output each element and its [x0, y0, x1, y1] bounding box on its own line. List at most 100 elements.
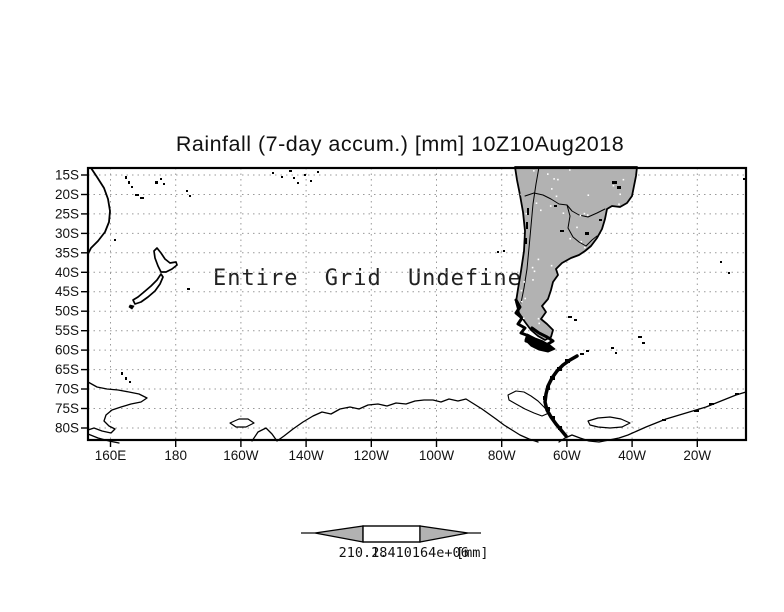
border-east [566, 204, 587, 247]
island-speck [568, 316, 572, 318]
y-tick-label: 30S [55, 226, 79, 241]
speckle [582, 320, 585, 323]
speckle [535, 202, 538, 204]
colorbar: 210.182.410164e+06[mm] [301, 525, 489, 561]
border-andes [520, 166, 540, 304]
y-tick-label: 65S [55, 362, 79, 377]
speckle [533, 270, 536, 273]
island-speck [694, 410, 699, 412]
speckle [521, 300, 523, 303]
y-tick-label: 25S [55, 206, 79, 221]
y-tick-label: 70S [55, 382, 79, 397]
island-speck [121, 372, 123, 375]
axes-layer: 160E 180 160W 140W 120W 100W 80W 60W 40W 20W 15S 20… [55, 166, 748, 463]
speckle [515, 269, 516, 271]
peninsula-west-shelf [507, 390, 550, 417]
colorbar-min-label: 210.18 [339, 545, 388, 561]
speckle [610, 281, 612, 284]
island-speck [527, 208, 529, 215]
speckle [533, 170, 535, 172]
island-speck [526, 222, 528, 229]
stewart-island [128, 304, 135, 310]
y-tick-label: 15S [55, 168, 79, 183]
plot-title: Rainfall (7-day accum.) [mm] 10Z10Aug201… [175, 132, 625, 156]
ross-shelf-loop [229, 418, 255, 428]
y-tick-label: 20S [55, 187, 79, 202]
speckle [622, 178, 625, 181]
island-speck [163, 183, 165, 185]
island-speck [114, 239, 116, 241]
island-speck [525, 238, 527, 244]
island-speck [293, 177, 295, 179]
speckle [587, 194, 590, 196]
island-speck [128, 181, 130, 184]
speckle [602, 326, 604, 328]
speckle [540, 209, 542, 212]
island-speck [546, 386, 550, 390]
island-speck [543, 396, 547, 400]
speckle [551, 188, 553, 190]
speckle [613, 208, 616, 210]
island-speck [550, 376, 555, 380]
x-tick-label: 100W [419, 448, 455, 463]
x-tick-label: 80W [488, 448, 516, 463]
speckle [557, 178, 559, 181]
island-speck [160, 178, 162, 180]
new-zealand-south-island [132, 273, 164, 305]
island-speck [186, 190, 188, 192]
island-speck [304, 174, 306, 176]
island-speck [580, 353, 584, 355]
y-tick-label: 40S [55, 265, 79, 280]
speckle [548, 320, 550, 323]
speckle [547, 173, 549, 175]
speckle [522, 317, 525, 320]
island-speck [189, 195, 191, 197]
antarctica-coast-to-edge [87, 433, 120, 444]
y-tick-label: 75S [55, 401, 79, 416]
speckle [569, 169, 571, 171]
island-speck [586, 350, 589, 352]
speckle [612, 184, 615, 187]
speckle [537, 317, 540, 320]
island-speck [135, 194, 139, 196]
antarctic-peninsula [543, 354, 579, 438]
island-speck [297, 182, 299, 184]
island-speck [497, 251, 499, 253]
island-speck [503, 250, 505, 252]
antarctica-weddell-coast [558, 391, 747, 443]
island-speck [642, 342, 645, 344]
speckle [562, 212, 565, 214]
border-uruguay [585, 235, 598, 247]
speckle [525, 212, 528, 215]
y-tick-label: 60S [55, 343, 79, 358]
speckle [589, 301, 591, 303]
speckle [555, 195, 558, 198]
speckle [625, 206, 628, 208]
speckle [524, 297, 526, 300]
x-tick-label: 60W [553, 448, 581, 463]
y-tick-label: 80S [55, 421, 79, 436]
island-speck [728, 272, 730, 274]
y-tick-label: 55S [55, 323, 79, 338]
island-speck [560, 230, 564, 232]
speckle [580, 240, 583, 243]
x-tick-label: 180 [164, 448, 187, 463]
island-speck [735, 393, 739, 395]
speckle [569, 237, 571, 240]
speckle [558, 288, 560, 290]
island-speck [662, 419, 666, 421]
x-tick-label: 160E [95, 448, 127, 463]
new-zealand-north-island [153, 247, 178, 273]
island-speck [131, 186, 133, 188]
speckle [610, 224, 612, 226]
speckle [538, 322, 540, 325]
island-speck [140, 197, 144, 199]
y-tick-label: 50S [55, 304, 79, 319]
speckle [532, 279, 534, 281]
island-speck [317, 171, 319, 173]
colorbar-left-arrow [314, 525, 364, 543]
australia-east-coast [87, 167, 111, 255]
speckle [549, 205, 552, 207]
